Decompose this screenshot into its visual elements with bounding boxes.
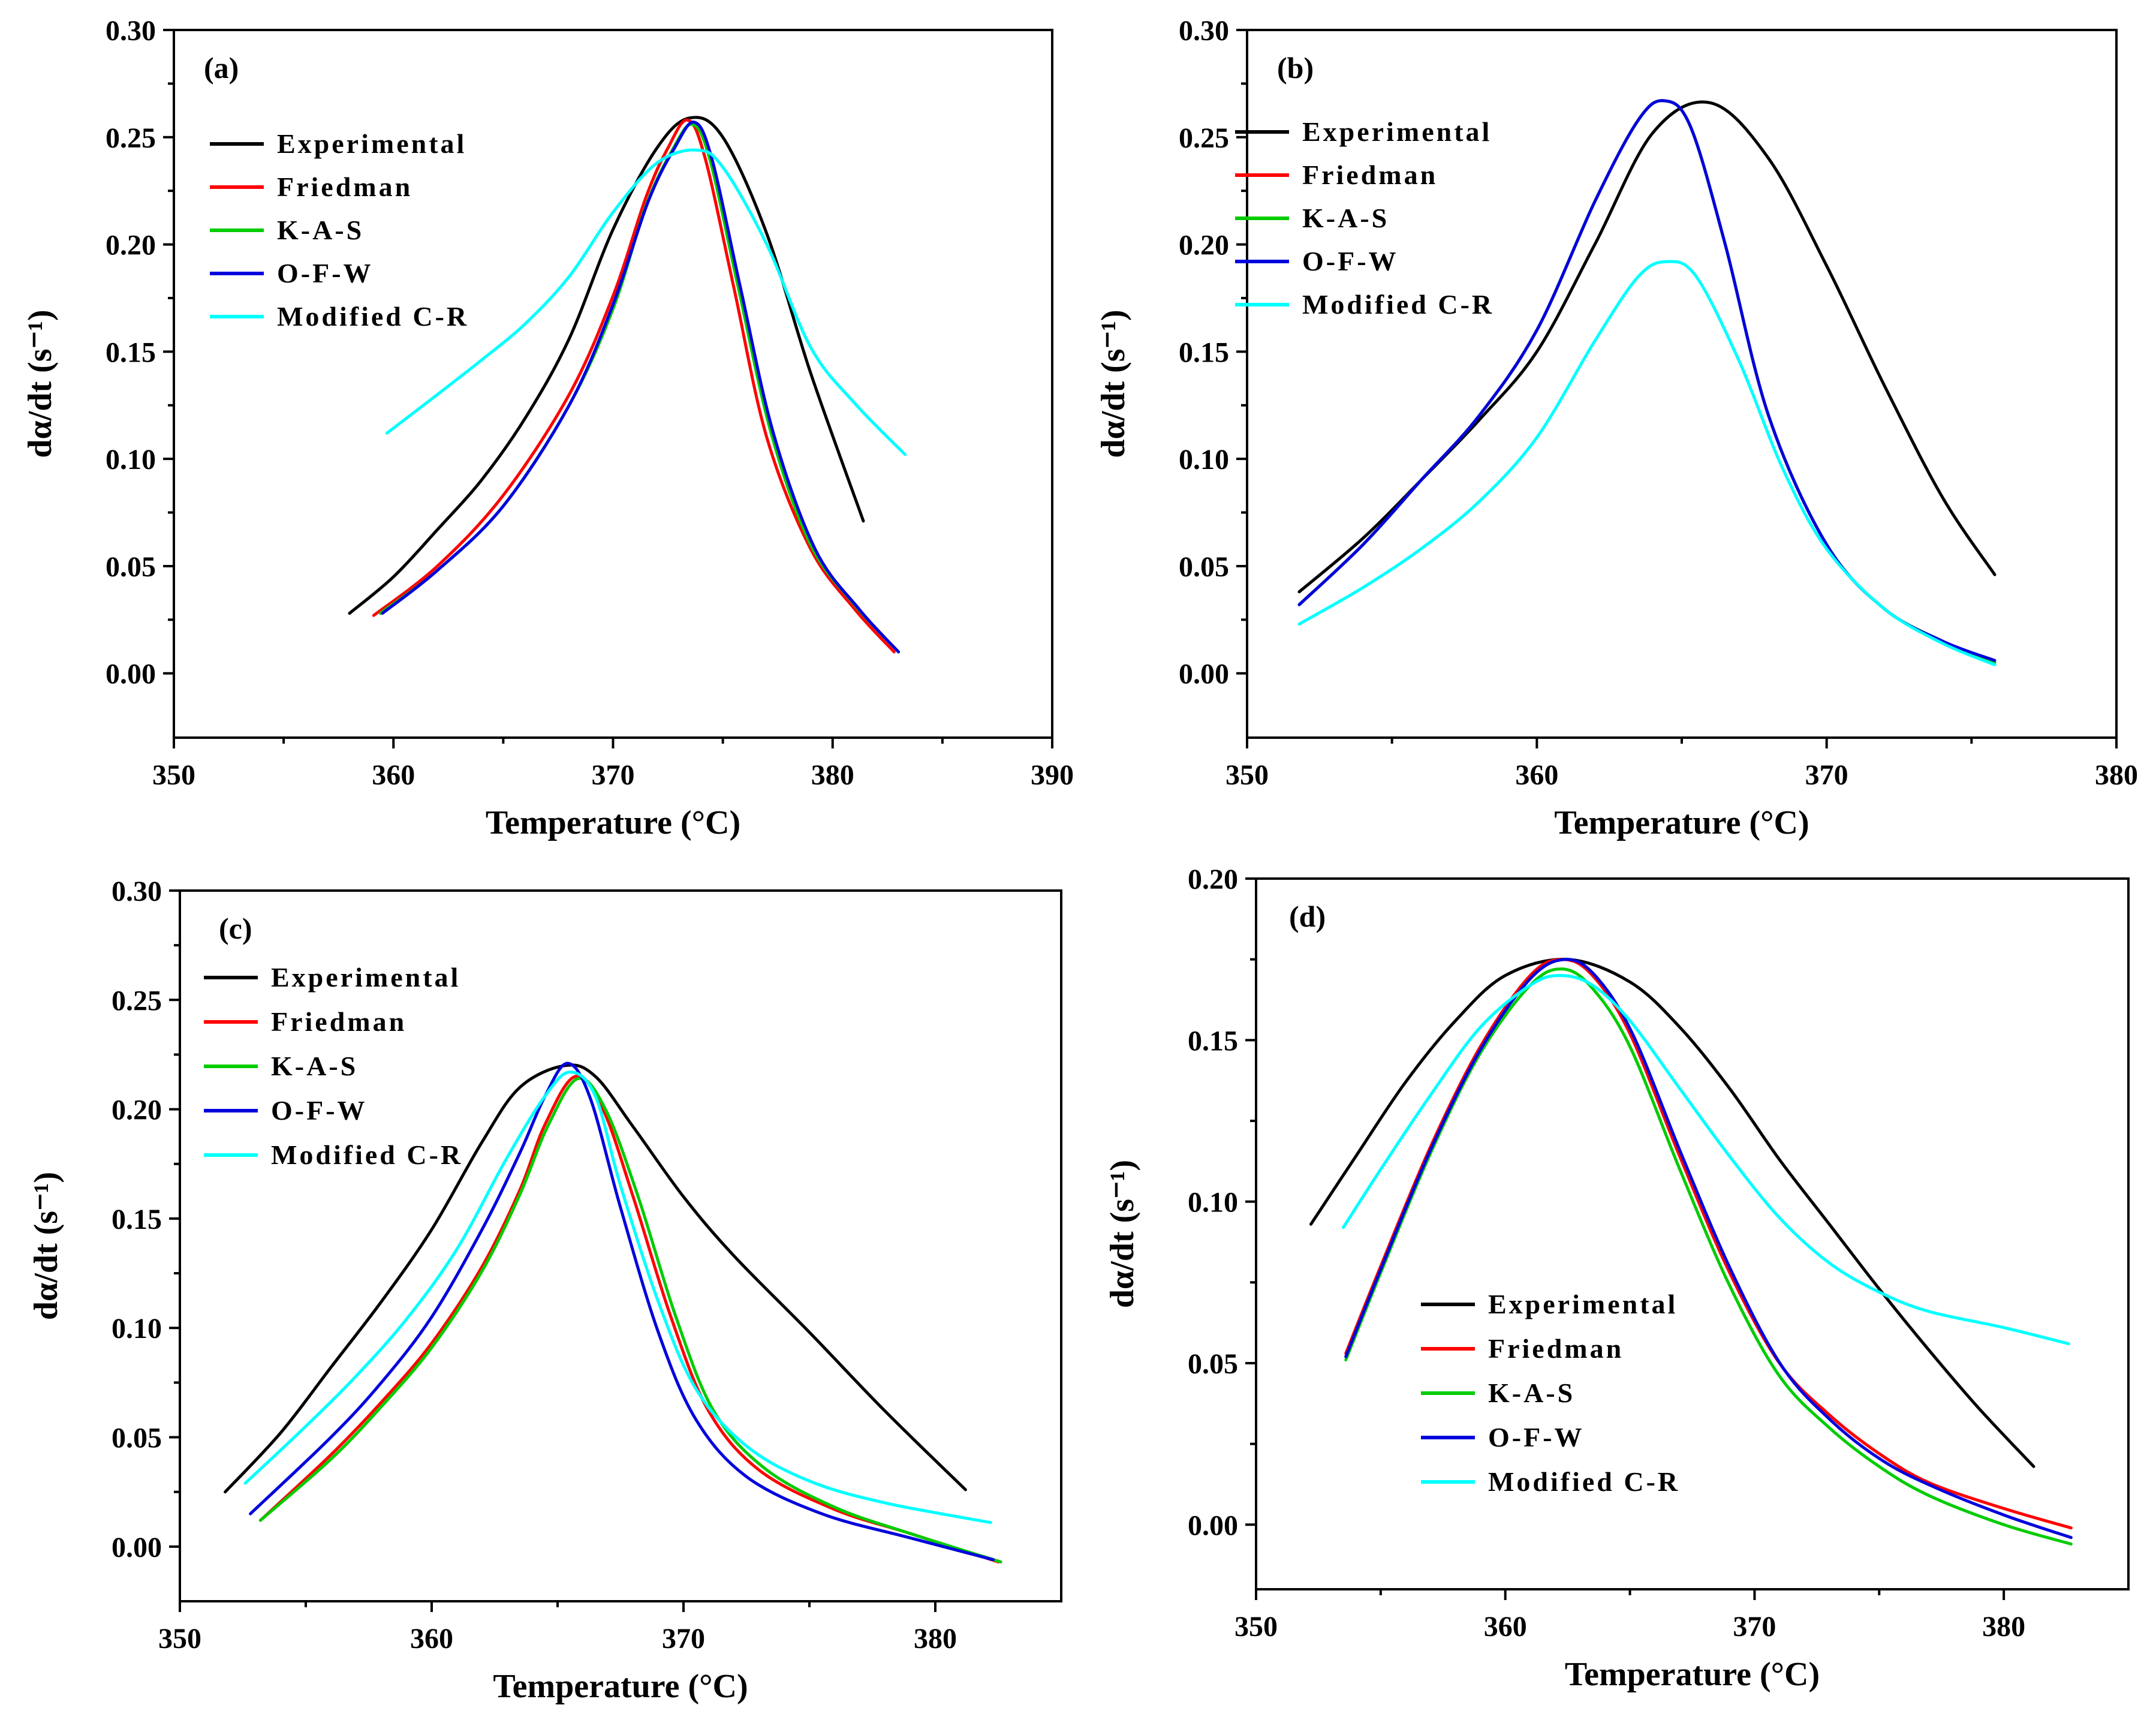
- y-tick-label: 0.10: [1188, 1187, 1238, 1219]
- y-tick-label: 0.10: [112, 1313, 162, 1345]
- y-axis-title: dα/dt (s⁻¹): [1095, 309, 1132, 458]
- series-line-modified-c-r: [243, 1071, 992, 1524]
- y-axis-title: dα/dt (s⁻¹): [22, 309, 59, 458]
- y-tick-label: 0.15: [112, 1204, 162, 1235]
- x-tick-label: 380: [2095, 759, 2138, 791]
- x-tick-label: 350: [1234, 1611, 1278, 1643]
- plot-frame: [179, 889, 1062, 1602]
- y-tick-label: 0.05: [1179, 551, 1229, 583]
- y-tick-label: 0.20: [1179, 230, 1229, 261]
- x-tick-label: 380: [914, 1623, 957, 1655]
- legend-label: Modified C-R: [1302, 289, 1494, 320]
- x-tick-label: 360: [372, 759, 415, 791]
- y-tick-label: 0.00: [1188, 1510, 1238, 1541]
- x-tick-label: 380: [1982, 1611, 2025, 1643]
- legend-label: Friedman: [271, 1006, 406, 1037]
- y-tick-label: 0.05: [1188, 1348, 1238, 1380]
- y-tick-label: 0.10: [1179, 444, 1229, 476]
- panel-label: (b): [1277, 51, 1314, 85]
- x-tick-label: 350: [158, 1623, 201, 1655]
- x-tick-label: 370: [1805, 759, 1848, 791]
- legend-label: Experimental: [1488, 1289, 1678, 1319]
- legend-label: Modified C-R: [271, 1139, 463, 1170]
- series-line-friedman: [372, 118, 896, 654]
- panel-c: 350 360 370 380 0.00 0.05 0.10 0.15 0.20 0.25 0.30…: [28, 876, 1062, 1705]
- legend-label: Experimental: [271, 962, 460, 993]
- y-axis-title: dα/dt (s⁻¹): [28, 1172, 65, 1320]
- panel-label: (c): [219, 912, 252, 945]
- legend-label: K-A-S: [1302, 203, 1389, 233]
- x-tick-label: 390: [1031, 759, 1074, 791]
- x-tick-label: 360: [1515, 759, 1558, 791]
- legend-label: Friedman: [1302, 160, 1438, 190]
- x-axis-title: Temperature (°C): [1554, 804, 1809, 841]
- legend-label: Friedman: [1488, 1333, 1624, 1364]
- x-tick-label: 370: [662, 1623, 705, 1655]
- series-line-o-f-w: [249, 1062, 995, 1562]
- y-tick-label: 0.15: [106, 336, 156, 368]
- x-tick-label: 350: [152, 759, 195, 791]
- y-axis-title: dα/dt (s⁻¹): [1104, 1160, 1141, 1308]
- panel-a: 350 360 370 380 390 0.00 0.05 0.10 0.15 0.20 0.25 0…: [22, 15, 1074, 841]
- y-tick-label: 0.10: [106, 444, 156, 476]
- series-line-experimental: [1309, 958, 2035, 1468]
- legend-label: O-F-W: [1488, 1422, 1585, 1453]
- series-line-o-f-w: [381, 121, 901, 654]
- panel-label: (a): [204, 51, 239, 85]
- y-tick-label: 0.00: [112, 1532, 162, 1563]
- legend-label: Modified C-R: [277, 301, 469, 332]
- legend-label: Experimental: [1302, 116, 1492, 147]
- y-tick-label: 0.20: [106, 230, 156, 261]
- x-axis-title: Temperature (°C): [1565, 1656, 1820, 1693]
- x-tick-label: 370: [1733, 1611, 1776, 1643]
- y-tick-label: 0.25: [112, 985, 162, 1017]
- legend-label: Friedman: [277, 172, 412, 202]
- panel-label: (d): [1289, 900, 1326, 933]
- y-tick-label: 0.05: [112, 1423, 162, 1454]
- legend-label: Experimental: [277, 128, 466, 159]
- x-tick-label: 360: [1484, 1611, 1527, 1643]
- series-line-o-f-w: [1344, 958, 2073, 1539]
- legend-label: K-A-S: [1488, 1378, 1575, 1408]
- legend-label: O-F-W: [277, 258, 374, 288]
- legend-label: K-A-S: [271, 1051, 358, 1081]
- series-line-friedman: [258, 1075, 1000, 1563]
- y-tick-label: 0.30: [106, 15, 156, 47]
- y-tick-label: 0.05: [106, 551, 156, 583]
- y-tick-label: 0.25: [106, 122, 156, 154]
- legend-label: Modified C-R: [1488, 1466, 1680, 1497]
- y-tick-label: 0.15: [1188, 1025, 1238, 1057]
- series-line-k-a-s: [258, 1077, 1002, 1563]
- y-tick-label: 0.00: [1179, 658, 1229, 690]
- y-tick-label: 0.30: [1179, 15, 1229, 47]
- legend-label: K-A-S: [277, 215, 364, 245]
- series-line-modified-c-r: [1297, 260, 1997, 666]
- y-tick-label: 0.25: [1179, 122, 1229, 154]
- y-tick-label: 0.00: [106, 658, 156, 690]
- x-axis-title: Temperature (°C): [493, 1668, 748, 1705]
- y-tick-label: 0.20: [1188, 864, 1238, 895]
- x-tick-label: 350: [1225, 759, 1269, 791]
- x-tick-label: 360: [410, 1623, 453, 1655]
- y-tick-label: 0.30: [112, 876, 162, 907]
- y-tick-label: 0.20: [112, 1094, 162, 1126]
- panel-b: 350 360 370 380 0.00 0.05 0.10 0.15 0.20 0.25 0.30…: [1095, 15, 2138, 841]
- y-tick-label: 0.15: [1179, 336, 1229, 368]
- series-line-modified-c-r: [385, 148, 907, 456]
- x-axis-title: Temperature (°C): [486, 804, 740, 841]
- series-line-modified-c-r: [1342, 974, 2070, 1346]
- legend-label: O-F-W: [1302, 246, 1399, 276]
- legend-label: O-F-W: [271, 1095, 368, 1126]
- panel-d: 350 360 370 380 0.00 0.05 0.10 0.15 0.20 Temperat…: [1104, 864, 2130, 1693]
- x-tick-label: 370: [592, 759, 635, 791]
- plot-frame: [1255, 877, 2130, 1590]
- x-tick-label: 380: [811, 759, 854, 791]
